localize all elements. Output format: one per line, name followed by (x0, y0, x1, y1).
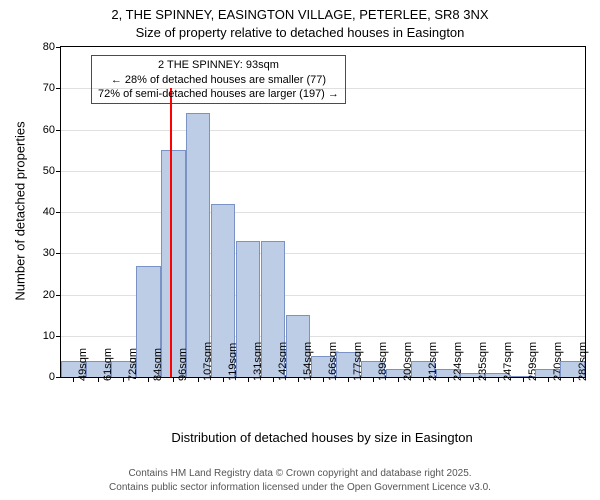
gridline (61, 130, 585, 131)
xtick-mark (73, 377, 74, 382)
xtick-mark (173, 377, 174, 382)
ytick-mark (56, 212, 61, 213)
ytick-label: 20 (43, 289, 55, 301)
ytick-label: 0 (49, 371, 55, 383)
ytick-mark (56, 47, 61, 48)
xtick-mark (273, 377, 274, 382)
bar (161, 150, 185, 377)
xtick-mark (348, 377, 349, 382)
y-axis-label: Number of detached properties (13, 121, 28, 300)
ytick-label: 30 (43, 247, 55, 259)
gridline (61, 253, 585, 254)
plot-area: 0102030405060708049sqm61sqm72sqm84sqm96s… (60, 46, 586, 378)
xtick-mark (223, 377, 224, 382)
xtick-mark (123, 377, 124, 382)
chart-title: 2, THE SPINNEY, EASINGTON VILLAGE, PETER… (0, 6, 600, 41)
gridline (61, 171, 585, 172)
xtick-mark (423, 377, 424, 382)
bar (186, 113, 210, 377)
ytick-label: 60 (43, 124, 55, 136)
ytick-label: 70 (43, 82, 55, 94)
callout-line: 2 THE SPINNEY: 93sqm (98, 58, 339, 72)
xtick-mark (573, 377, 574, 382)
callout-line: 72% of semi-detached houses are larger (… (98, 87, 339, 101)
ytick-label: 40 (43, 206, 55, 218)
chart-footer: Contains HM Land Registry data © Crown c… (0, 467, 600, 494)
xtick-mark (98, 377, 99, 382)
footer-line-2: Contains public sector information licen… (0, 481, 600, 495)
xtick-mark (548, 377, 549, 382)
xtick-mark (323, 377, 324, 382)
xtick-mark (498, 377, 499, 382)
xtick-mark (148, 377, 149, 382)
x-axis-label: Distribution of detached houses by size … (171, 430, 472, 445)
callout-line: ← 28% of detached houses are smaller (77… (98, 73, 339, 87)
xtick-mark (523, 377, 524, 382)
ytick-mark (56, 88, 61, 89)
xtick-mark (373, 377, 374, 382)
xtick-mark (473, 377, 474, 382)
ytick-label: 10 (43, 330, 55, 342)
ytick-mark (56, 171, 61, 172)
chart-root: 2, THE SPINNEY, EASINGTON VILLAGE, PETER… (0, 0, 600, 500)
callout-box: 2 THE SPINNEY: 93sqm← 28% of detached ho… (91, 55, 346, 104)
title-line-2: Size of property relative to detached ho… (0, 24, 600, 42)
ytick-mark (56, 130, 61, 131)
xtick-mark (448, 377, 449, 382)
xtick-mark (398, 377, 399, 382)
gridline (61, 212, 585, 213)
ytick-mark (56, 377, 61, 378)
ytick-label: 50 (43, 165, 55, 177)
xtick-mark (298, 377, 299, 382)
xtick-mark (198, 377, 199, 382)
xtick-mark (248, 377, 249, 382)
ytick-mark (56, 253, 61, 254)
ytick-mark (56, 295, 61, 296)
xtick-label: 282sqm (577, 342, 589, 381)
marker-line (170, 88, 172, 377)
ytick-mark (56, 336, 61, 337)
title-line-1: 2, THE SPINNEY, EASINGTON VILLAGE, PETER… (0, 6, 600, 24)
footer-line-1: Contains HM Land Registry data © Crown c… (0, 467, 600, 481)
ytick-label: 80 (43, 41, 55, 53)
